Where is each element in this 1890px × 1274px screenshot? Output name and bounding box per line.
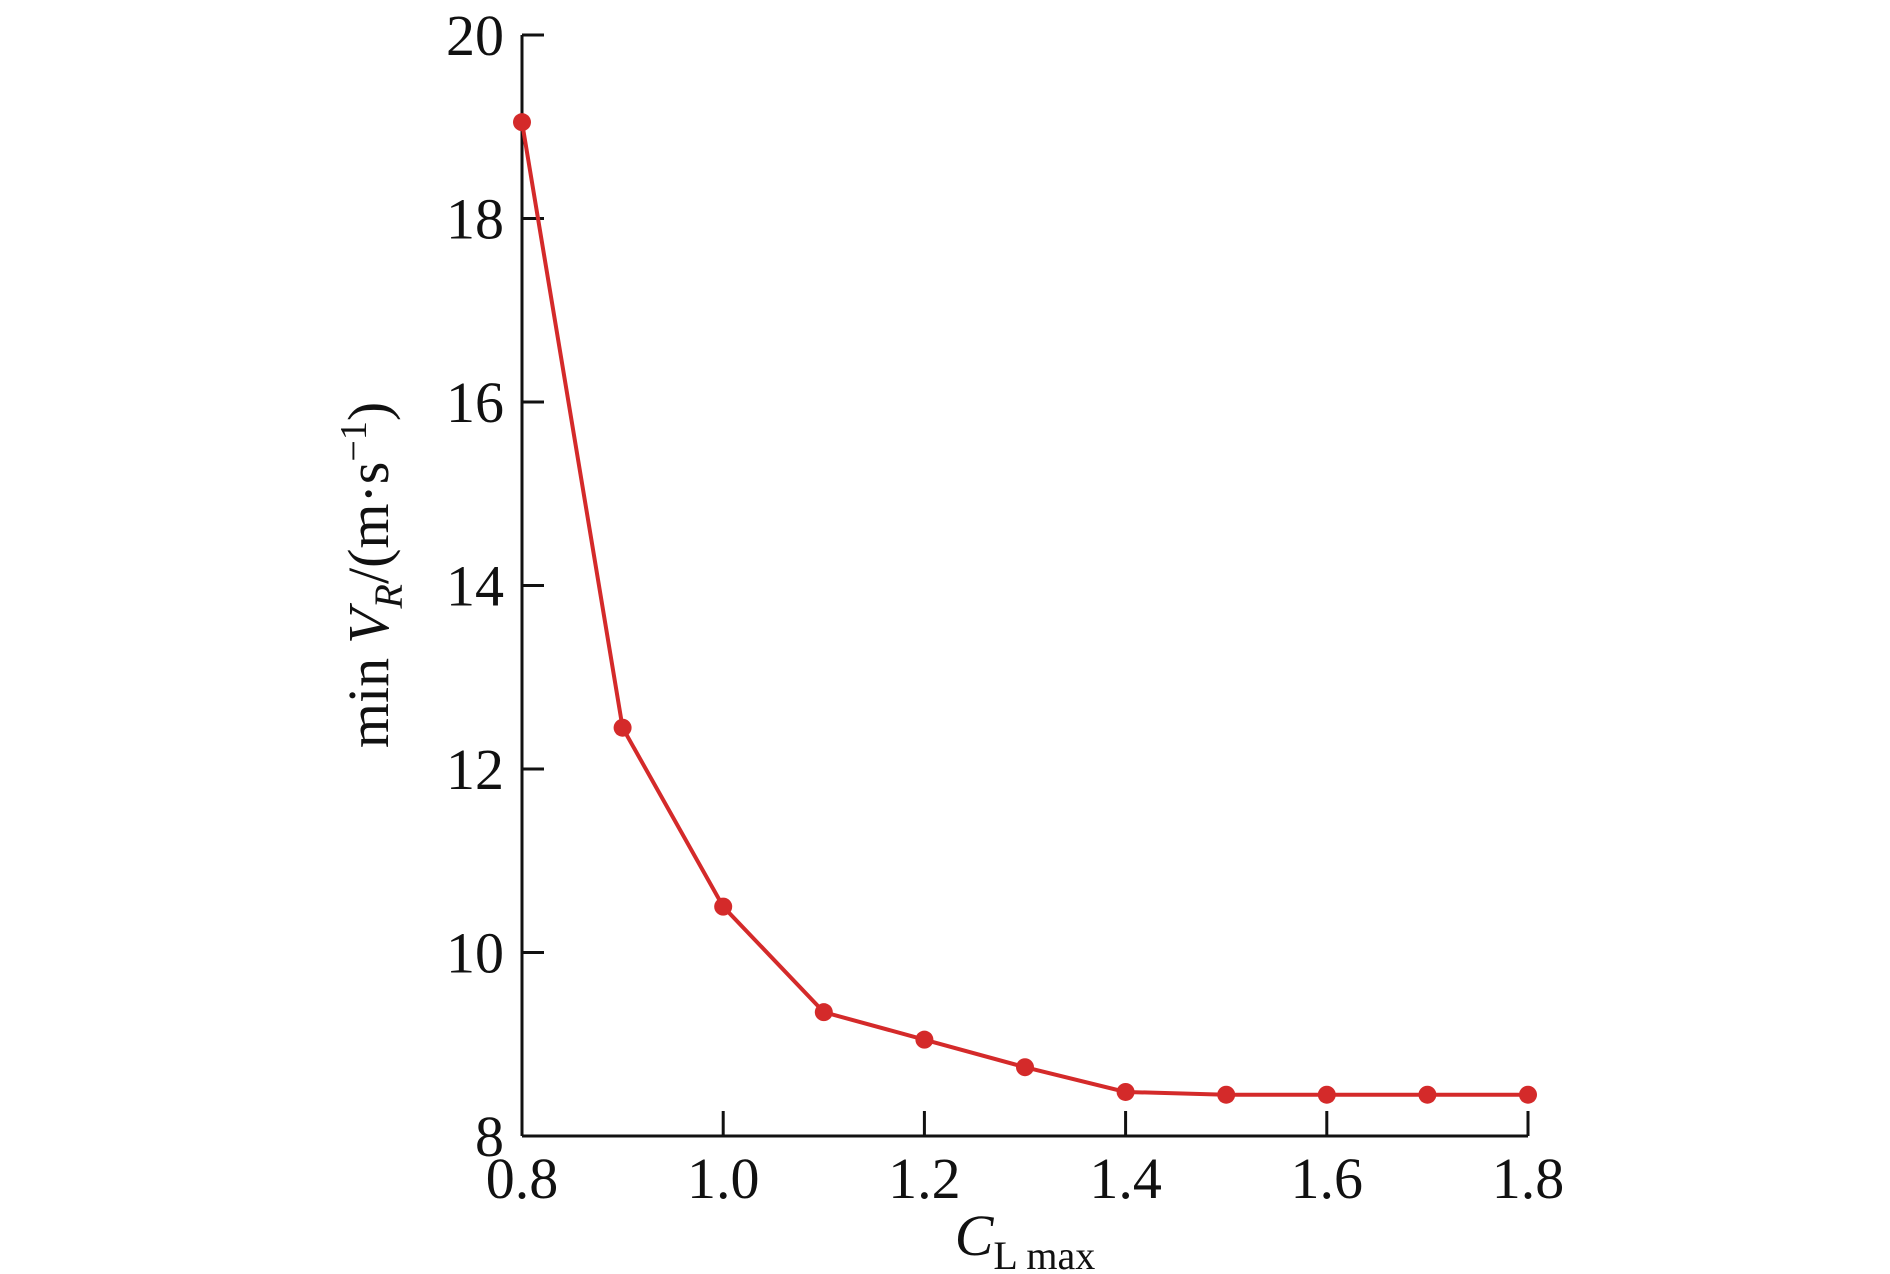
x-axis-title: CL max — [955, 1203, 1096, 1274]
y-title-close: ) — [336, 402, 401, 421]
point — [1418, 1085, 1437, 1104]
point — [513, 113, 531, 132]
point — [1116, 1082, 1135, 1101]
y-title-sub: R — [366, 584, 411, 609]
point — [814, 1003, 833, 1022]
point — [1217, 1085, 1236, 1104]
x-title-sub: L max — [993, 1233, 1095, 1274]
x-tick-label: 1.6 — [1291, 1146, 1364, 1211]
y-tick-label: 8 — [475, 1104, 504, 1169]
y-tick-label: 18 — [446, 187, 504, 252]
y-tick-label: 20 — [446, 3, 504, 68]
point — [613, 718, 632, 737]
x-tick-label: 1.8 — [1492, 1146, 1565, 1211]
x-tick-label: 0.8 — [486, 1146, 559, 1211]
y-tick-label: 16 — [446, 370, 504, 435]
y-title-exp: −1 — [333, 421, 375, 461]
y-title-prefix: min — [336, 658, 401, 748]
point — [915, 1030, 934, 1049]
y-tick-label: 14 — [446, 554, 504, 619]
point — [714, 897, 733, 916]
x-tick-label: 1.4 — [1089, 1146, 1162, 1211]
series-line — [520, 121, 1528, 1097]
x-title-main: C — [955, 1203, 995, 1268]
point — [1317, 1085, 1336, 1104]
y-tick-label: 10 — [446, 921, 504, 986]
x-tick-label: 1.0 — [687, 1146, 760, 1211]
y-title-unit: /(m·s — [336, 462, 401, 584]
point — [1016, 1058, 1034, 1077]
point — [1519, 1085, 1537, 1104]
x-tick-label: 1.2 — [888, 1146, 961, 1211]
y-tick-label: 12 — [446, 737, 504, 802]
y-title-var: V — [336, 602, 401, 644]
y-axis-title: min VR/(m·s−1) — [333, 402, 411, 748]
